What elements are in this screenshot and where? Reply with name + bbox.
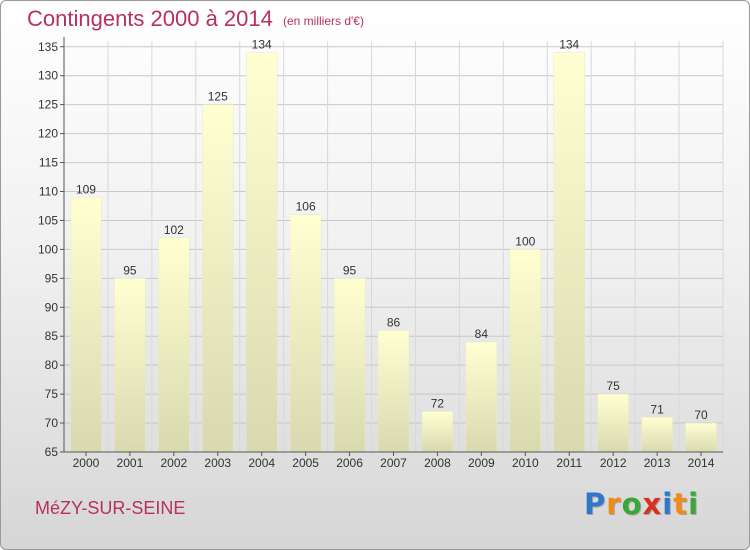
y-tick-label: 80 [45,358,59,372]
bar [553,52,585,453]
y-tick-label: 100 [38,242,58,256]
logo-letter: i [662,487,674,521]
x-tick-label: 2007 [380,456,407,470]
logo-letter: o [621,487,643,521]
axes: 65 70 75 80 85 90 95 100 105 110 115 120 125 130 135 20… [38,37,723,470]
y-tick-label: 125 [38,98,58,112]
y-tick-label: 130 [38,69,58,83]
bar [202,104,234,453]
y-tick-label: 95 [45,271,59,285]
bar [245,52,278,453]
data-label: 95 [343,263,357,277]
data-label: 100 [515,234,535,248]
data-label: 95 [123,263,137,277]
x-tick-label: 2013 [644,456,671,470]
x-tick-label: 2010 [512,456,539,470]
bar [641,417,673,453]
logo-letter: P [584,487,607,521]
x-tick-label: 2009 [468,456,495,470]
data-label: 106 [296,200,316,214]
logo-letter: x [642,487,663,521]
x-tick-label: 2012 [600,456,627,470]
y-tick-label: 65 [45,445,59,459]
data-label: 102 [164,223,184,237]
x-tick-label: 2000 [73,456,100,470]
bar [377,330,410,453]
bar [421,411,454,453]
x-tick-label: 2002 [160,456,187,470]
y-tick-label: 70 [45,416,59,430]
x-tick-label: 2004 [248,456,275,470]
x-tick-label: 2001 [117,456,144,470]
logo-letter: i [688,487,700,521]
y-tick-label: 135 [38,40,58,54]
data-label: 134 [559,38,579,52]
chart-subtitle: (en milliers d'€) [283,14,364,28]
x-tick-label: 2005 [292,456,319,470]
y-tick-label: 105 [38,213,58,227]
bar [509,249,542,453]
bar [289,214,322,453]
commune-name: MéZY-SUR-SEINE [35,498,186,518]
y-tick-label: 120 [38,127,58,141]
bar [333,278,366,453]
bar [114,278,146,453]
x-tick-label: 2014 [688,456,715,470]
y-tick-label: 115 [39,156,58,170]
data-label: 109 [76,182,96,196]
data-label: 72 [431,396,445,410]
logo-letter: t [673,487,689,521]
y-tick-label: 75 [45,387,59,401]
proxiti-logo: Proxiti [584,487,699,521]
data-label: 75 [606,379,620,393]
bar [70,197,102,453]
data-label: 125 [208,90,228,104]
x-tick-label: 2003 [204,456,231,470]
bars [70,52,717,453]
data-labels: 109 95 102 125 134 106 95 86 72 84 100 134 75 71 70 [76,38,708,422]
bar [597,393,629,453]
data-label: 134 [252,38,272,52]
bar [158,237,190,453]
data-label: 71 [650,402,664,416]
bar [465,341,498,453]
x-tick-label: 2008 [424,456,451,470]
x-tick-label: 2011 [556,456,582,470]
chart-title: Contingents 2000 à 2014 [27,6,273,31]
y-tick-label: 90 [45,300,59,314]
logo-letter: r [606,487,622,521]
y-tick-label: 85 [45,329,59,343]
data-label: 84 [475,327,489,341]
y-tick-label: 110 [39,185,58,199]
x-tick-label: 2006 [336,456,363,470]
bar [685,422,717,453]
data-label: 70 [694,408,708,422]
data-label: 86 [387,315,401,329]
